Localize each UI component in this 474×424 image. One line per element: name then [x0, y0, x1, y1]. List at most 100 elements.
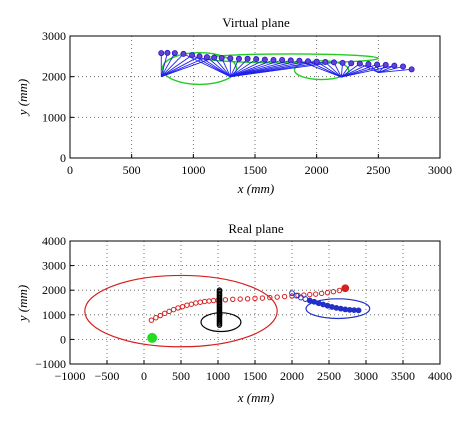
- link-line: [199, 55, 231, 78]
- y-tick-label: 0: [60, 332, 66, 346]
- data-point: [330, 59, 337, 66]
- data-point: [180, 50, 187, 57]
- y-tick-label: 4000: [42, 234, 66, 248]
- data-point: [307, 291, 313, 298]
- link-line: [161, 56, 208, 78]
- data-point: [218, 54, 225, 61]
- uncertainty-ellipse: [293, 60, 350, 81]
- y-tick-label: 1000: [42, 110, 66, 124]
- data-point: [227, 55, 234, 62]
- data-point: [235, 55, 242, 62]
- link-line: [206, 56, 231, 78]
- data-point: [211, 54, 218, 61]
- link-line: [324, 61, 342, 78]
- link-line: [307, 60, 342, 78]
- real-plane-chart: Real plane −1000 −500 0 500 1000 1500 2000 2500…: [15, 221, 452, 405]
- data-point: [365, 61, 372, 68]
- uncertainty-ellipse: [161, 51, 238, 86]
- virtual-plane-chart: Virtual plane 0 500 1000 1500 2000 2500 3000 0 1…: [15, 15, 452, 196]
- y-tick-label: 0: [60, 151, 66, 165]
- data-point: [244, 55, 251, 62]
- x-tick-label: 1500: [243, 369, 267, 383]
- x-tick-label: 2500: [366, 163, 390, 177]
- data-point: [399, 63, 406, 70]
- plot-marks: [158, 49, 415, 86]
- axis-ticks: −1000 −500 0 500 1000 1500 2000 2500 3000 3500 400…: [35, 234, 452, 383]
- x-tick-label: 1000: [181, 163, 205, 177]
- data-point: [356, 60, 363, 67]
- data-point: [324, 289, 331, 296]
- data-point: [287, 57, 294, 64]
- x-tick-label: 3000: [428, 163, 452, 177]
- x-tick-label: 2500: [317, 369, 341, 383]
- data-point: [230, 296, 236, 303]
- x-tick-label: 2000: [305, 163, 329, 177]
- data-point: [175, 305, 181, 311]
- data-point: [312, 291, 319, 297]
- data-point: [166, 308, 172, 315]
- link-line: [230, 58, 257, 78]
- x-tick-label: 500: [123, 163, 141, 177]
- data-point: [253, 56, 260, 63]
- data-point: [341, 284, 350, 293]
- link-line: [378, 68, 412, 74]
- data-point: [193, 300, 199, 306]
- grid: [70, 241, 440, 364]
- y-tick-label: 3000: [42, 29, 66, 43]
- x-tick-label: 3500: [391, 369, 415, 383]
- start-point: [147, 332, 158, 343]
- link-line: [160, 52, 168, 77]
- data-point: [261, 56, 268, 63]
- x-tick-label: 3000: [354, 369, 378, 383]
- data-point: [313, 58, 320, 65]
- data-point: [318, 290, 325, 297]
- link-line: [316, 61, 342, 78]
- link-line: [230, 59, 266, 78]
- data-point: [179, 303, 186, 310]
- data-point: [391, 62, 398, 69]
- data-point: [162, 310, 168, 317]
- data-point: [201, 298, 208, 305]
- link-line: [221, 57, 231, 77]
- x-tick-label: 0: [67, 163, 73, 177]
- data-point: [348, 60, 355, 67]
- link-line: [160, 52, 176, 77]
- link-line: [230, 61, 334, 78]
- data-point: [336, 287, 343, 294]
- x-tick-label: −1000: [55, 369, 86, 383]
- y-tick-label: −1000: [35, 357, 66, 371]
- data-point: [197, 299, 203, 305]
- x-tick-label: 1500: [243, 163, 267, 177]
- y-tick-label: 1000: [42, 308, 66, 322]
- x-tick-label: 2000: [280, 369, 304, 383]
- link-line: [359, 63, 379, 74]
- data-point: [274, 294, 280, 300]
- data-point: [270, 56, 277, 63]
- data-point: [153, 315, 159, 321]
- x-tick-label: 500: [172, 369, 190, 383]
- link-line: [229, 58, 240, 77]
- link-line: [230, 58, 248, 77]
- x-axis-label: x (mm): [237, 390, 274, 405]
- link-line: [341, 63, 369, 78]
- x-tick-label: −500: [95, 369, 120, 383]
- link-line: [341, 63, 361, 78]
- plot-marks: [84, 274, 371, 348]
- data-point: [244, 296, 251, 302]
- data-point: [206, 298, 212, 304]
- data-point: [322, 59, 329, 66]
- axis-ticks: 0 500 1000 1500 2000 2500 3000 0 1000 2000 3000: [42, 29, 452, 177]
- link-line: [213, 57, 231, 77]
- link-line: [160, 53, 184, 77]
- data-point: [171, 50, 178, 57]
- data-point: [252, 295, 258, 302]
- data-point: [374, 61, 381, 68]
- data-point: [355, 307, 362, 314]
- link-line: [161, 55, 200, 78]
- data-point: [281, 293, 288, 300]
- data-point: [158, 50, 165, 57]
- x-tick-label: 4000: [428, 369, 452, 383]
- data-point: [279, 56, 286, 63]
- data-point: [148, 317, 155, 323]
